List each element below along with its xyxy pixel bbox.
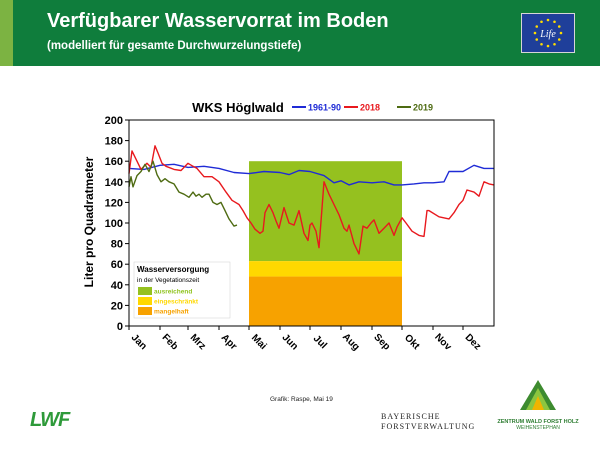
- zwfh-line2: WEIHENSTEPHAN: [516, 425, 560, 431]
- y-tick-label: 60: [111, 259, 123, 271]
- eu-life-logo: Life: [521, 13, 575, 53]
- x-tick-label: Feb: [160, 332, 180, 352]
- eu-star: [553, 42, 556, 46]
- page-subtitle: (modelliert für gesamte Durchwurzelungst…: [47, 40, 302, 52]
- x-tick-label: Jun: [280, 332, 300, 352]
- supply-bands: [249, 161, 402, 326]
- y-tick-label: 120: [105, 197, 123, 209]
- lwf-logo: LWF: [30, 409, 70, 431]
- x-tick-label: Okt: [402, 332, 422, 352]
- y-tick-label: 80: [111, 239, 123, 251]
- eu-star: [546, 18, 550, 22]
- eu-star: [557, 38, 561, 41]
- chart-title: WKS Höglwald: [192, 100, 284, 115]
- y-tick-label: 20: [111, 300, 123, 312]
- y-tick-label: 180: [105, 136, 123, 148]
- bayerische-forstverwaltung-logo: BAYERISCHE FORSTVERWALTUNG: [381, 412, 481, 432]
- x-tick-label: Sep: [371, 332, 392, 353]
- inset-swatch-ausreichend: [138, 287, 152, 295]
- eu-star: [540, 20, 543, 24]
- band-mangelhaft: [249, 276, 402, 326]
- eu-star: [533, 31, 537, 35]
- inset-swatch-eingeschr-nkt: [138, 297, 152, 305]
- inset-legend: Wasserversorgung in der Vegetationszeit au…: [133, 261, 231, 319]
- eu-star: [540, 42, 543, 46]
- y-tick-label: 200: [105, 115, 123, 127]
- inset-label-eingeschr-nkt: eingeschränkt: [154, 299, 199, 306]
- y-tick-label: 40: [111, 280, 123, 292]
- inset-label-ausreichend: ausreichend: [154, 289, 192, 296]
- graphic-credit: Grafik: Raspe, Mai 19: [270, 396, 333, 403]
- band-ausreichend: [249, 161, 402, 262]
- y-tick-label: 0: [117, 321, 123, 333]
- y-tick-label: 160: [105, 156, 123, 168]
- page-title: Verfügbarer Wasservorrat im Boden: [47, 10, 389, 32]
- eu-star: [535, 38, 539, 41]
- x-tick-label: Aug: [340, 331, 362, 353]
- eu-star: [553, 20, 556, 24]
- header-bar: Verfügbarer Wasservorrat im Boden (model…: [0, 0, 600, 66]
- eu-star: [559, 31, 563, 35]
- x-tick-label: Jan: [129, 332, 149, 352]
- series-line-2019: [128, 160, 238, 227]
- legend-label-2018: 2018: [360, 103, 380, 113]
- series-line-1961-90: [128, 163, 494, 186]
- bfv-line2: FORSTVERWALTUNG: [381, 422, 476, 431]
- x-tick-label: Jul: [311, 333, 329, 351]
- inset-label-mangelhaft: mangelhaft: [154, 309, 190, 316]
- eu-star: [546, 44, 550, 48]
- zentrum-wald-forst-holz-logo: ZENTRUM WALD FORST HOLZ WEIHENSTEPHAN: [488, 378, 588, 431]
- water-supply-chart: WKS Höglwald 1961-90 2018 2019 Wasserverso…: [82, 100, 495, 353]
- legend-label-1961-90: 1961-90: [308, 103, 341, 113]
- inset-swatch-mangelhaft: [138, 307, 152, 315]
- y-tick-label: 100: [105, 218, 123, 230]
- eu-star: [535, 25, 539, 28]
- header-accent-stripe: [0, 0, 13, 66]
- x-tick-label: Apr: [219, 332, 239, 352]
- series-line-2018: [128, 145, 495, 255]
- y-axis-ticks: 0 20 40 60 80 100 120 140 160 180 200: [105, 115, 129, 333]
- x-tick-label: Mai: [249, 332, 269, 352]
- zwfh-line1: ZENTRUM WALD FORST HOLZ: [497, 419, 579, 425]
- forest-triangle-icon: [520, 380, 556, 410]
- eu-star: [557, 25, 561, 28]
- eu-life-text: Life: [539, 29, 556, 40]
- bfv-line1: BAYERISCHE: [381, 412, 441, 421]
- y-tick-label: 140: [105, 177, 123, 189]
- x-tick-label: Mrz: [188, 332, 208, 352]
- inset-legend-title: Wasserversorgung: [137, 265, 209, 274]
- band-eingeschr-nkt: [249, 261, 402, 277]
- inset-legend-subtitle: in der Vegetationszeit: [137, 277, 199, 284]
- x-tick-label: Nov: [432, 332, 453, 353]
- eu-stars-icon: Life: [533, 18, 563, 48]
- x-tick-label: Dez: [463, 332, 483, 352]
- chart-legend: 1961-90 2018 2019: [292, 103, 433, 113]
- y-axis-label: Liter pro Quadratmeter: [82, 156, 96, 287]
- x-axis-ticks: Jan Feb Mrz Apr Mai Jun Jul Aug Sep Okt Nov Dez: [128, 326, 483, 353]
- series-lines: [128, 145, 495, 255]
- legend-label-2019: 2019: [413, 103, 433, 113]
